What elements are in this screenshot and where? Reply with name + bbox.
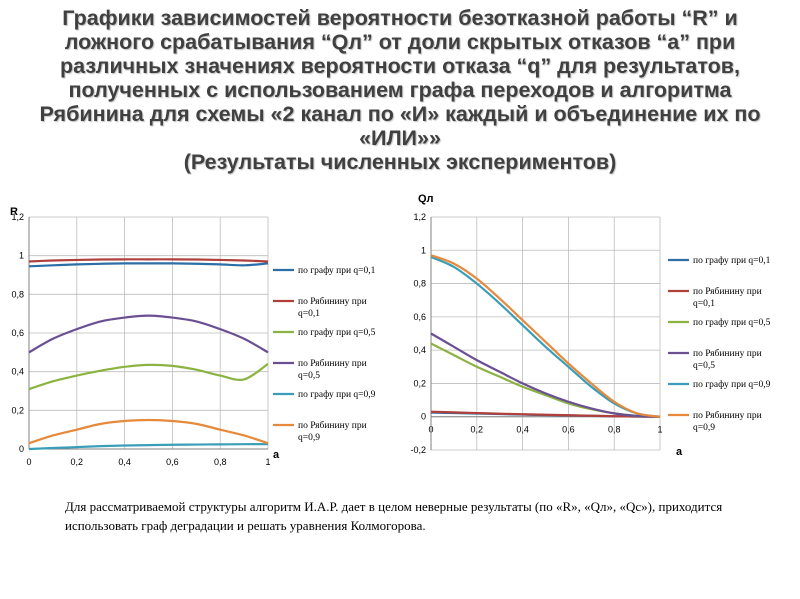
y-tick-label: 1,2	[413, 212, 426, 222]
legend-label: по Рябинину при q=0,5	[298, 358, 367, 381]
series-line	[28, 262, 269, 268]
y-tick-label: 0,6	[413, 312, 426, 322]
x-tick-label: 0,8	[608, 425, 621, 435]
series-line	[28, 363, 269, 391]
x-tick-label: 0,6	[562, 425, 575, 435]
x-tick-label: 1	[657, 425, 662, 435]
legend-label: по графу при q=0,1	[693, 255, 771, 266]
legend-label: по Рябинину при q=0,1	[693, 286, 762, 309]
legend-label: по графу при q=0,1	[298, 265, 376, 276]
y-tick-label: 0,8	[11, 289, 24, 299]
y-tick-label: 0,4	[11, 367, 24, 377]
x-tick-label: 0,4	[118, 457, 131, 467]
y-tick-label: 0,4	[413, 345, 426, 355]
slide-subtitle: (Результаты численных экспериментов)	[183, 150, 617, 174]
y-tick-label: 0,2	[413, 378, 426, 388]
series-line	[28, 314, 269, 354]
series-line	[430, 254, 661, 418]
x-tick-label: 0,8	[214, 457, 227, 467]
y-axis-label: Qл	[418, 193, 434, 205]
x-axis-label: a	[273, 449, 280, 461]
chart-1: 0 0,2 0,4 0,6 0,8 1 1,2 0 0,2 0,4 0,6 0,8 1 Ra по граф…	[10, 206, 376, 467]
legend-label: по Рябинину при q=0,1	[298, 296, 367, 319]
series-line	[430, 410, 661, 418]
conclusion-text: Для рассматриваемой структуры алгоритм И…	[65, 499, 723, 533]
y-tick-label: 1	[19, 251, 24, 261]
legend-label: по графу при q=0,9	[298, 389, 376, 400]
series-line	[28, 418, 269, 445]
y-tick-label: -0,2	[410, 445, 426, 455]
x-tick-label: 1	[265, 457, 270, 467]
y-tick-label: 0,2	[11, 405, 24, 415]
x-tick-label: 0,6	[166, 457, 179, 467]
x-tick-label: 0,4	[516, 425, 529, 435]
x-tick-label: 0,2	[71, 457, 84, 467]
y-tick-label: 0,8	[413, 279, 426, 289]
y-tick-label: 0	[421, 412, 426, 422]
y-tick-label: 0,6	[11, 328, 24, 338]
y-tick-label: 1,2	[11, 212, 24, 222]
legend-label: по Рябинину при q=0,9	[298, 420, 367, 443]
y-axis-label: R	[10, 206, 18, 218]
y-tick-label: 1	[421, 245, 426, 255]
slide-title-main: Графики зависимостей вероятности безотка…	[39, 6, 761, 150]
series-line	[28, 443, 269, 451]
x-tick-label: 0	[26, 457, 31, 467]
legend-label: по Рябинину при q=0,9	[693, 410, 762, 433]
x-axis-label: a	[676, 446, 683, 458]
series-line	[430, 332, 661, 418]
chart-2: -0,200,20,40,60,811,200,20,40,60,81Qлaпо…	[410, 193, 770, 458]
x-tick-label: 0,2	[471, 425, 484, 435]
legend-label: по графу при q=0,5	[693, 317, 771, 328]
legend-label: по Рябинину при q=0,5	[693, 348, 762, 371]
series-line	[28, 258, 269, 263]
legend-label: по графу при q=0,9	[693, 379, 771, 390]
legend-label: по графу при q=0,5	[298, 327, 376, 338]
y-tick-label: 0	[19, 444, 24, 454]
slide-title: Графики зависимостей вероятности безотка…	[20, 6, 780, 174]
